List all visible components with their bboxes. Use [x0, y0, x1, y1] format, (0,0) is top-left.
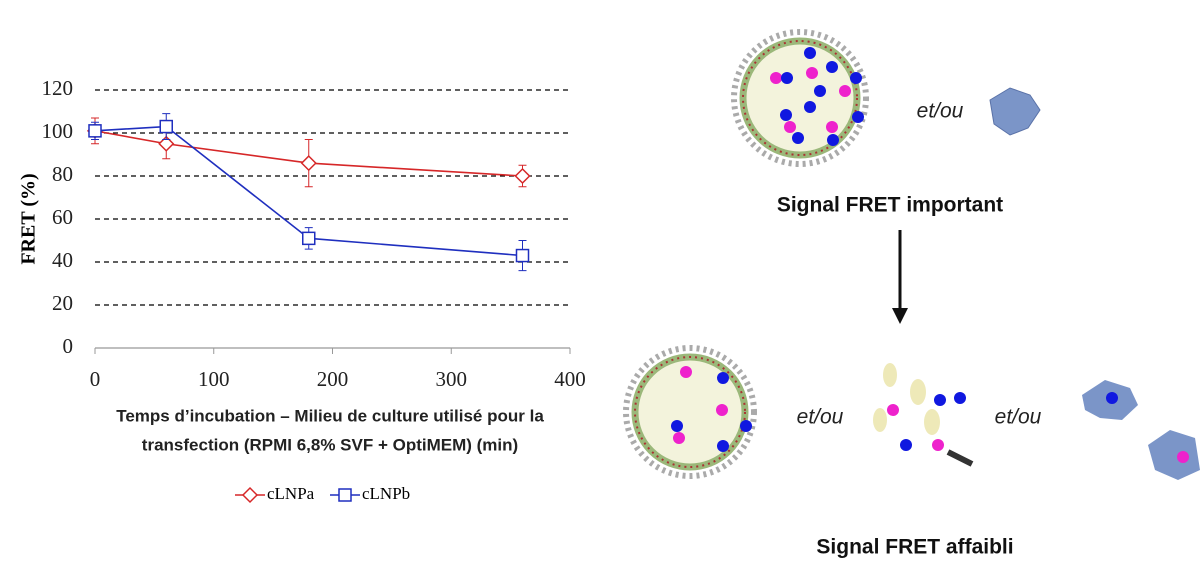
x-axis-label: Temps d’incubation – Milieu de culture u…: [116, 406, 544, 425]
legend-label: cLNPb: [362, 484, 410, 503]
x-tick-label: 0: [90, 367, 101, 391]
released-contents: [873, 363, 974, 467]
y-tick-label: 60: [52, 205, 73, 229]
marker: [338, 488, 352, 502]
lipid-nanoparticle: [623, 345, 757, 479]
y-tick-label: 20: [52, 291, 73, 315]
marker: [88, 124, 102, 138]
series-line: [94, 130, 523, 177]
connector-text: et/ou: [917, 100, 964, 123]
marker: [300, 155, 317, 172]
x-axis-label: transfection (RPMI 6,8% SVF + OptiMEM) (…: [142, 435, 518, 454]
marker: [159, 119, 173, 134]
arrow-head: [892, 308, 908, 324]
marker: [302, 231, 316, 246]
y-axis-label: FRET (%): [18, 173, 40, 264]
connector-text: et/ou: [995, 406, 1042, 429]
x-tick-label: 300: [436, 367, 468, 391]
lipid-nanoparticle: [731, 29, 869, 167]
y-tick-label: 100: [42, 119, 74, 143]
marker: [515, 248, 530, 263]
marker: [241, 486, 259, 504]
legend-label: cLNPa: [267, 484, 315, 503]
protein: [989, 87, 1041, 136]
marker: [514, 167, 531, 185]
signal-label: Signal FRET important: [777, 194, 1003, 217]
y-tick-label: 40: [52, 248, 73, 272]
signal-label: Signal FRET affaibli: [816, 536, 1013, 559]
marker: [158, 135, 175, 152]
y-tick-label: 120: [42, 76, 74, 100]
connector-text: et/ou: [797, 406, 844, 429]
series-line: [94, 125, 523, 257]
y-tick-label: 80: [52, 162, 73, 186]
protein: [1148, 430, 1200, 480]
x-tick-label: 200: [317, 367, 349, 391]
x-tick-label: 400: [554, 367, 586, 391]
x-tick-label: 100: [198, 367, 230, 391]
y-tick-label: 0: [63, 334, 74, 358]
